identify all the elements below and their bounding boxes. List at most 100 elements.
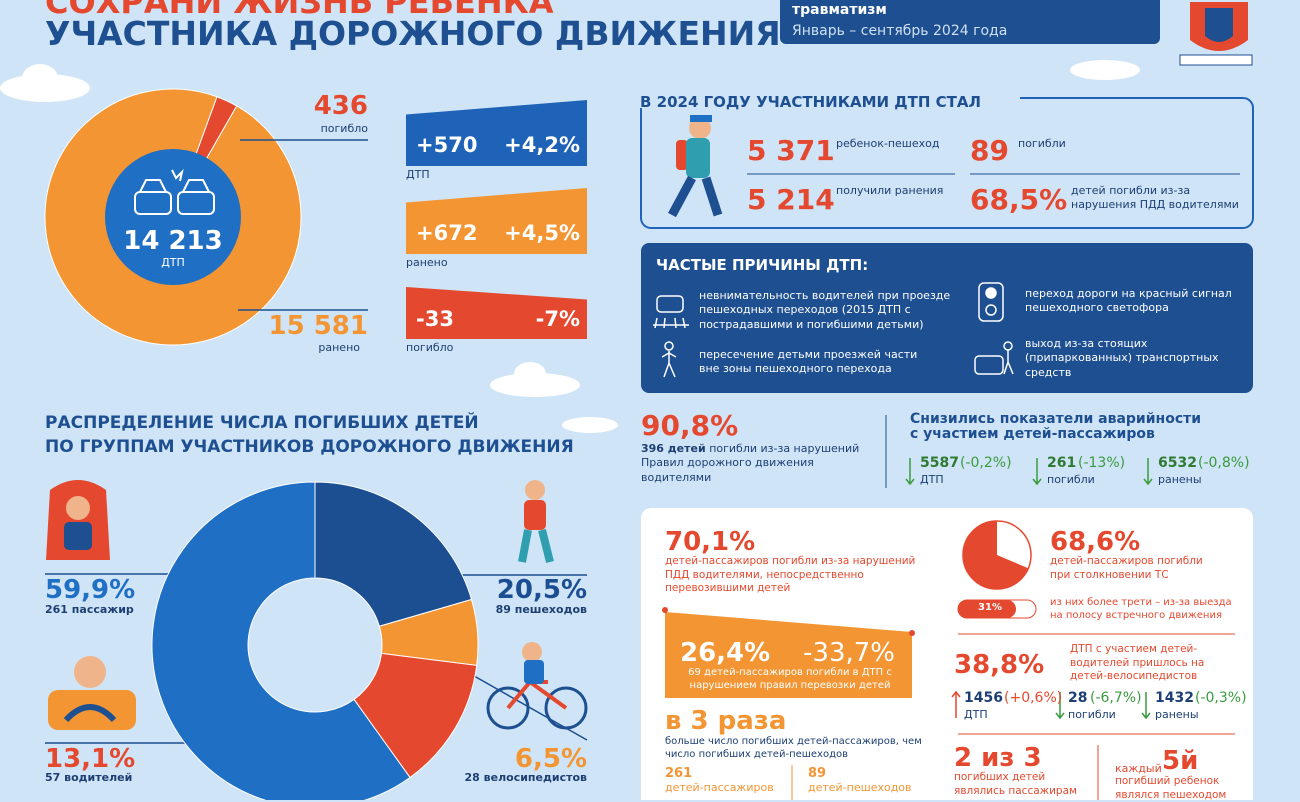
participants-title: В 2024 ГОДУ УЧАСТНИКАМИ ДТП СТАЛ (640, 93, 981, 111)
shape (676, 140, 688, 170)
distribution-segments-1-count: 28 велосипедистов (464, 771, 587, 784)
overview-segments-1-value-label: 15 581 (268, 311, 368, 341)
shape (974, 355, 1004, 375)
shape (1003, 350, 1014, 375)
distribution-segments-2-count: 57 водителей (45, 771, 133, 784)
shape (63, 704, 117, 723)
details-drivers-text: детей-пассажиров погибли из-за нарушений… (665, 555, 916, 595)
passengers-decline-items-2-value: 6532 (1158, 455, 1197, 471)
details-cyclists-items-1-label: погибли (1068, 708, 1116, 721)
participants-items-0-value: 5 371 (747, 134, 835, 167)
overview-changes-2-label: погибло (406, 341, 454, 354)
shape (22, 64, 58, 92)
distribution-title-line1: РАСПРЕДЕЛЕНИЕ ЧИСЛА ПОГИБШИХ ДЕТЕЙ (45, 413, 479, 433)
shape (656, 295, 684, 313)
details-fifth-value: 5й (1162, 746, 1199, 776)
bar-fill (958, 600, 1017, 618)
details-times-right-text: детей-пешеходов (808, 781, 912, 794)
header-badge-line1: травматизм (792, 2, 887, 18)
dot (909, 630, 915, 636)
cause-icons (653, 282, 1014, 378)
details-cyclists-items-2-change: (-0,3%) (1195, 690, 1247, 706)
shape (661, 351, 677, 378)
shape (905, 458, 915, 486)
details-transport-text: 69 детей-пассажиров погибли в ДТП с нару… (688, 667, 892, 691)
collision-pie (962, 520, 1032, 590)
bar (958, 600, 1017, 618)
trend-arrows (951, 690, 1151, 720)
shape (668, 175, 723, 218)
details-transport-value: 26,4% (680, 638, 771, 668)
details-times-right-value: 89 (808, 766, 827, 781)
shape (486, 686, 530, 730)
shape (1032, 458, 1042, 486)
details-collision-bar-label: 31% (978, 602, 1002, 613)
details-cyclists-items-0-value: 1456 (964, 690, 1003, 706)
causes-items-0: невнимательность водителей при проезде п… (699, 289, 951, 331)
header-badge-line2: Январь – сентябрь 2024 года (792, 23, 1008, 39)
clouds (0, 60, 1140, 433)
participants-items-1-value: 89 (970, 134, 1009, 167)
details-cyclists-items-2-label: ранены (1155, 708, 1199, 721)
overview-center-label: ДТП (161, 256, 185, 269)
passengers-decline-items-2-label: ранены (1158, 473, 1202, 486)
causes-title: ЧАСТЫЕ ПРИЧИНЫ ДТП: (656, 256, 869, 274)
shape (139, 179, 210, 193)
shape (562, 417, 618, 433)
shape (686, 138, 710, 178)
emblem-ribbon (1179, 54, 1253, 66)
violations-bold: 396 детей (641, 442, 706, 455)
distribution-donut (151, 481, 479, 800)
shape (1141, 692, 1151, 720)
details-times-left-text: детей-пассажиров (665, 781, 774, 794)
donut-center (105, 149, 241, 285)
participants-items-2-value: 5 214 (747, 183, 835, 216)
segment (151, 481, 411, 800)
participants-items-1-text: погибли (1018, 137, 1066, 150)
badge (780, 0, 1160, 44)
overview-segments-0-label: погибло (320, 122, 368, 135)
shape (985, 287, 997, 299)
participants-items-2-text: получили ранения (836, 184, 944, 197)
distribution-title-line2: ПО ГРУППАМ УЧАСТНИКОВ ДОРОЖНОГО ДВИЖЕНИЯ (45, 437, 574, 457)
shape (134, 191, 172, 215)
overview-changes-2-pct: -7% (535, 307, 580, 331)
emblem-inner (1205, 8, 1233, 42)
title-backdrop (636, 90, 1020, 108)
shape (978, 282, 1004, 322)
shape (690, 115, 712, 122)
shape (514, 362, 546, 386)
shape (689, 117, 711, 139)
participants-items-3-text: детей погибли из-за нарушения ПДД водите… (1071, 184, 1239, 212)
details-panel (641, 508, 1253, 800)
car-icons (134, 168, 215, 215)
overview-changes-0-label: ДТП (406, 168, 430, 181)
overview-changes-1-pct: +4,5% (504, 221, 580, 245)
overview-changes-0-abs: +570 (416, 133, 478, 157)
header-title-line2: УЧАСТНИКА ДОРОЖНОГО ДВИЖЕНИЯ (45, 14, 781, 53)
down-arrows (905, 458, 1153, 486)
details-collision-share-label: 68,6% (1050, 527, 1141, 557)
shape (1055, 692, 1065, 720)
shape (1070, 60, 1140, 80)
details-two-of-three-text: погибших детей являлись пассажирам (954, 771, 1077, 797)
distribution-segments-1-value-label: 6,5% (514, 744, 587, 774)
passengers-decline-items-0-value: 5587 (920, 455, 959, 471)
transport-box (665, 612, 912, 698)
violations-value: 90,8% (641, 409, 739, 442)
dot (662, 607, 668, 613)
details-drivers-value: 70,1% (665, 527, 756, 557)
shape (74, 656, 106, 688)
details-two-of-three-value: 2 из 3 (954, 743, 1042, 773)
overview-center-value: 14 213 (123, 226, 223, 256)
shape (1143, 458, 1153, 486)
shape (664, 341, 674, 351)
details-cyclists-text: ДТП с участием детей-водителей пришлось … (1070, 643, 1205, 683)
passengers-decline-items-0-label: ДТП (920, 473, 944, 486)
shape (518, 529, 554, 563)
overview-segments-0-value: 436 (313, 91, 368, 121)
overview-changes-1-abs: +672 (416, 221, 478, 245)
pedestrian-icon (668, 115, 723, 218)
shape (66, 496, 90, 520)
